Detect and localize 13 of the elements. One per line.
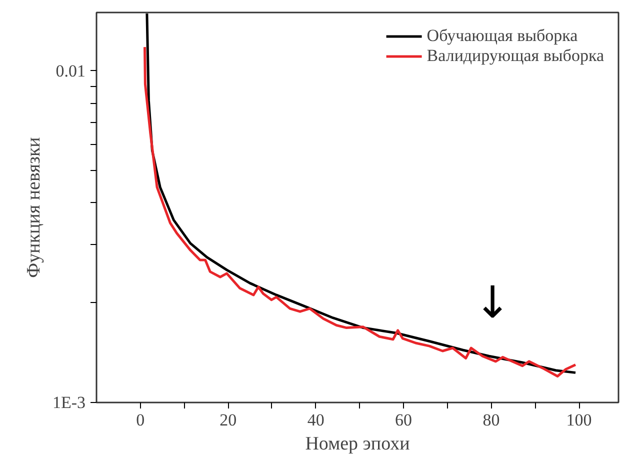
x-axis-title: Номер эпохи [305, 434, 410, 454]
y-axis-title: Функция невязки [23, 137, 44, 278]
x-tick-label: 60 [395, 410, 412, 430]
x-tick-label: 20 [220, 410, 237, 430]
x-tick-label: 0 [136, 410, 145, 430]
legend-label: Обучающая выборка [426, 26, 578, 46]
y-tick-label: 0.01 [56, 61, 86, 80]
legend-label: Валидирующая выборка [426, 46, 604, 66]
y-tick-label: 1E-3 [52, 393, 86, 412]
x-tick-label: 100 [566, 410, 592, 430]
annotation: ↓ [474, 278, 511, 328]
x-tick-label: 40 [307, 410, 324, 430]
x-tick-label: 80 [482, 410, 500, 430]
